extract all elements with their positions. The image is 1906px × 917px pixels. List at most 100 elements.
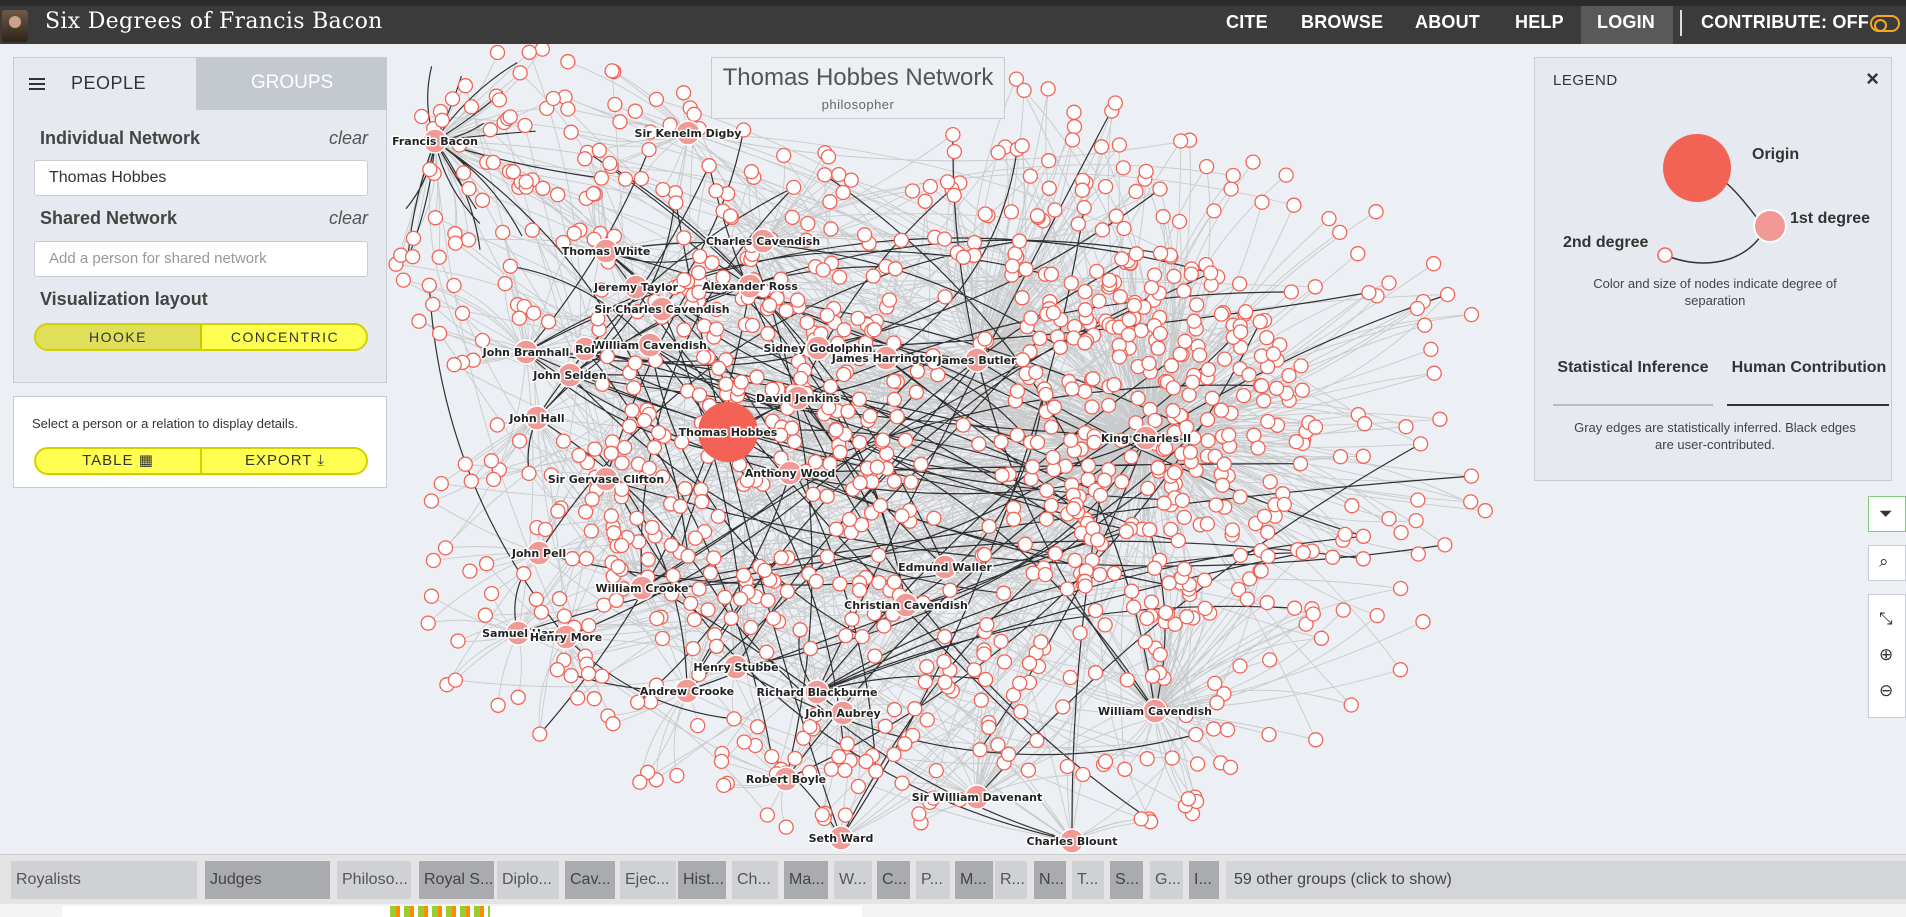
second-degree-node[interactable] [632, 774, 648, 790]
second-degree-node[interactable] [739, 472, 755, 489]
second-degree-node[interactable] [613, 537, 630, 554]
second-degree-node[interactable] [694, 494, 710, 510]
second-degree-node[interactable] [1152, 646, 1168, 663]
second-degree-node[interactable] [420, 615, 436, 631]
second-degree-node[interactable] [1066, 119, 1083, 135]
second-degree-node[interactable] [457, 78, 474, 94]
second-degree-node[interactable] [858, 335, 874, 351]
second-degree-node[interactable] [1232, 658, 1248, 674]
second-degree-node[interactable] [1020, 762, 1037, 778]
second-degree-node[interactable] [903, 474, 919, 490]
second-degree-node[interactable] [937, 674, 953, 690]
second-degree-node[interactable] [641, 460, 657, 476]
first-degree-node[interactable] [893, 592, 919, 618]
second-degree-node[interactable] [839, 736, 855, 752]
second-degree-node[interactable] [789, 292, 806, 308]
second-degree-node[interactable] [1239, 591, 1255, 607]
second-degree-node[interactable] [422, 161, 438, 178]
second-degree-node[interactable] [604, 63, 620, 79]
second-degree-node[interactable] [889, 409, 905, 425]
second-degree-node[interactable] [511, 310, 527, 326]
second-degree-node[interactable] [1045, 449, 1061, 466]
second-degree-node[interactable] [450, 633, 466, 649]
second-degree-node[interactable] [894, 508, 910, 524]
second-degree-node[interactable] [1014, 352, 1031, 368]
second-degree-node[interactable] [654, 469, 671, 485]
second-degree-node[interactable] [1163, 358, 1180, 374]
second-degree-node[interactable] [822, 456, 838, 472]
second-degree-node[interactable] [911, 806, 927, 822]
second-degree-node[interactable] [1179, 609, 1195, 625]
second-degree-node[interactable] [461, 181, 477, 197]
second-degree-node[interactable] [977, 206, 993, 222]
second-degree-node[interactable] [405, 230, 422, 247]
second-degree-node[interactable] [838, 627, 854, 644]
second-degree-node[interactable] [1199, 516, 1215, 532]
node-label[interactable]: Thomas White [560, 244, 652, 260]
second-degree-node[interactable] [715, 269, 731, 285]
second-degree-node[interactable] [1222, 759, 1239, 776]
second-degree-node[interactable] [497, 276, 513, 292]
second-degree-node[interactable] [717, 589, 733, 605]
first-degree-node[interactable] [773, 766, 799, 792]
second-degree-node[interactable] [607, 96, 623, 113]
second-degree-node[interactable] [1256, 508, 1273, 525]
second-degree-node[interactable] [784, 209, 800, 226]
second-degree-node[interactable] [434, 112, 450, 128]
second-degree-node[interactable] [757, 562, 773, 578]
second-degree-node[interactable] [1091, 293, 1107, 309]
second-degree-node[interactable] [1261, 726, 1277, 743]
second-degree-node[interactable] [851, 351, 868, 367]
second-degree-node[interactable] [1410, 492, 1426, 508]
second-degree-node[interactable] [1150, 340, 1166, 356]
second-degree-node[interactable] [1063, 432, 1079, 448]
second-degree-node[interactable] [1392, 580, 1409, 597]
second-degree-node[interactable] [990, 144, 1006, 161]
second-degree-node[interactable] [1176, 509, 1192, 526]
node-label[interactable]: James Butler [935, 353, 1019, 369]
second-degree-node[interactable] [711, 360, 727, 376]
second-degree-node[interactable] [1097, 178, 1114, 195]
first-degree-node[interactable] [932, 554, 958, 580]
second-degree-node[interactable] [1253, 563, 1269, 579]
group-chip[interactable]: N... [1034, 861, 1066, 899]
second-degree-node[interactable] [608, 592, 625, 608]
second-degree-node[interactable] [537, 521, 554, 538]
second-degree-node[interactable] [477, 607, 494, 623]
second-degree-node[interactable] [517, 117, 533, 134]
second-degree-node[interactable] [1292, 456, 1309, 472]
second-degree-node[interactable] [710, 508, 726, 525]
second-degree-node[interactable] [1075, 766, 1091, 783]
second-degree-node[interactable] [1096, 472, 1113, 488]
second-degree-node[interactable] [491, 92, 508, 108]
second-degree-node[interactable] [1070, 216, 1086, 232]
second-degree-node[interactable] [801, 764, 818, 780]
second-degree-node[interactable] [1368, 204, 1384, 220]
second-degree-node[interactable] [704, 255, 720, 271]
second-degree-node[interactable] [713, 753, 730, 770]
second-degree-node[interactable] [1166, 268, 1182, 285]
second-degree-node[interactable] [1189, 297, 1205, 313]
second-degree-node[interactable] [917, 193, 933, 209]
second-degree-node[interactable] [1000, 746, 1017, 762]
second-degree-node[interactable] [1018, 261, 1034, 277]
second-degree-node[interactable] [850, 310, 866, 327]
second-degree-node[interactable] [1281, 367, 1297, 384]
second-degree-node[interactable] [822, 378, 839, 395]
second-degree-node[interactable] [1178, 707, 1194, 724]
second-degree-node[interactable] [907, 701, 923, 717]
second-degree-node[interactable] [516, 566, 532, 582]
second-degree-node[interactable] [586, 691, 602, 707]
first-degree-node[interactable] [524, 405, 550, 431]
second-degree-node[interactable] [528, 591, 544, 607]
second-degree-node[interactable] [1205, 721, 1222, 737]
group-chip[interactable]: Diplo... [497, 861, 559, 899]
second-degree-node[interactable] [1177, 333, 1193, 349]
origin-node[interactable] [698, 402, 758, 462]
group-chip[interactable]: Hist... [678, 861, 726, 899]
second-degree-node[interactable] [1355, 528, 1372, 544]
second-degree-node[interactable] [1092, 487, 1109, 503]
second-degree-node[interactable] [854, 628, 870, 645]
second-degree-node[interactable] [644, 519, 660, 536]
second-degree-node[interactable] [843, 172, 859, 188]
